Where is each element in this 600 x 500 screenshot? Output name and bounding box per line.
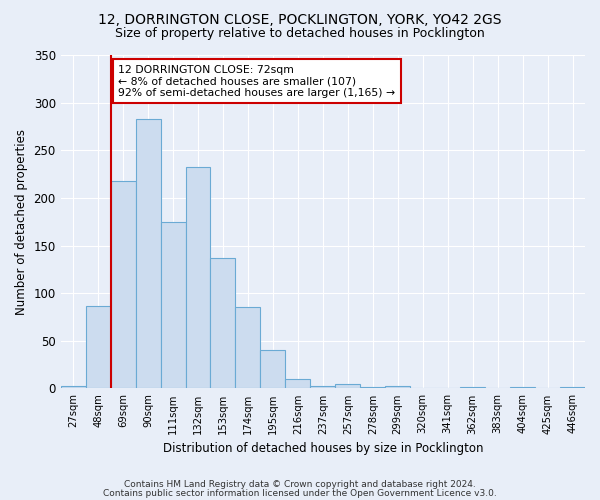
Bar [110,181,136,388]
Text: Size of property relative to detached houses in Pocklington: Size of property relative to detached ho… [115,28,485,40]
Bar [136,119,161,388]
X-axis label: Distribution of detached houses by size in Pocklington: Distribution of detached houses by size … [163,442,483,455]
Text: 12 DORRINGTON CLOSE: 72sqm
← 8% of detached houses are smaller (107)
92% of semi: 12 DORRINGTON CLOSE: 72sqm ← 8% of detac… [118,64,395,98]
Bar [560,386,585,388]
Bar [360,386,385,388]
Bar [211,258,235,388]
Text: Contains public sector information licensed under the Open Government Licence v3: Contains public sector information licen… [103,488,497,498]
Bar [61,386,86,388]
Bar [235,308,260,388]
Text: Contains HM Land Registry data © Crown copyright and database right 2024.: Contains HM Land Registry data © Crown c… [124,480,476,489]
Bar [161,222,185,388]
Bar [286,379,310,388]
Bar [260,350,286,389]
Text: 12, DORRINGTON CLOSE, POCKLINGTON, YORK, YO42 2GS: 12, DORRINGTON CLOSE, POCKLINGTON, YORK,… [98,12,502,26]
Bar [335,384,360,388]
Bar [86,306,110,388]
Y-axis label: Number of detached properties: Number of detached properties [15,128,28,314]
Bar [460,386,485,388]
Bar [385,386,410,388]
Bar [185,168,211,388]
Bar [310,386,335,388]
